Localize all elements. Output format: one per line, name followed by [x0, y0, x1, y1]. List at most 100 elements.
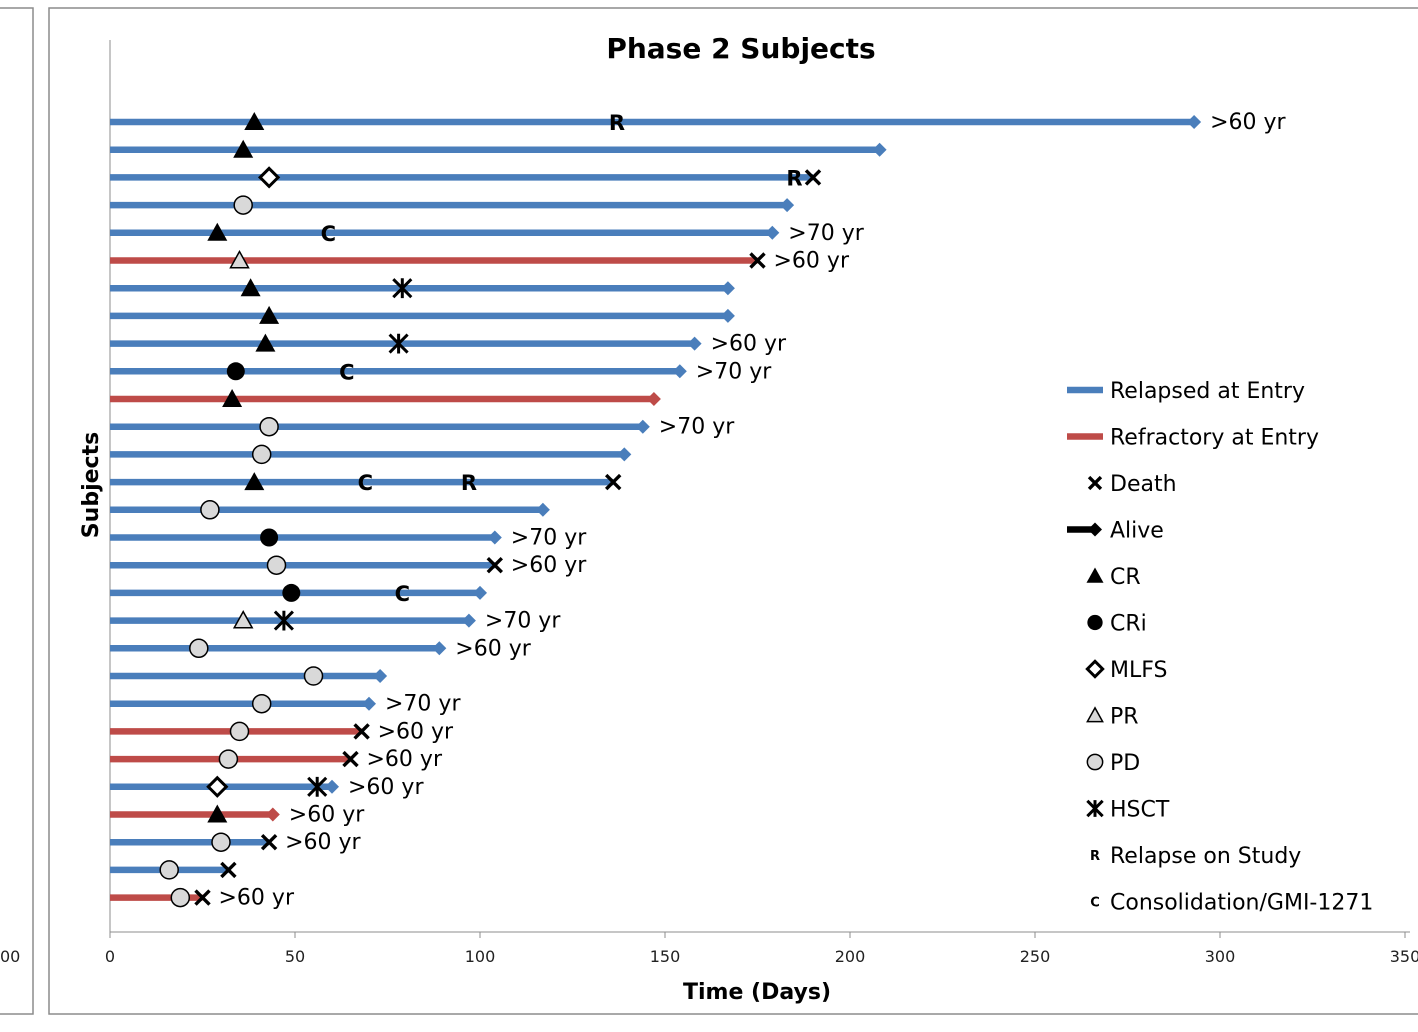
consolidation-letter: C: [321, 222, 336, 246]
alive-marker: [362, 696, 376, 711]
legend-item-refractory: Refractory at Entry: [1067, 426, 1319, 451]
y-axis-title: Subjects: [79, 432, 104, 538]
legend-label: Refractory at Entry: [1110, 426, 1319, 451]
alive-marker: [720, 281, 735, 296]
pd-marker: [259, 416, 279, 437]
alive-marker: [325, 779, 339, 794]
age-label: >60 yr: [774, 249, 850, 274]
legend: Relapsed at Entry Refractory at Entry Deat…: [1067, 379, 1373, 916]
death-marker: [1087, 475, 1103, 491]
x-tick-label: 150: [650, 947, 681, 966]
alive-marker: [473, 585, 487, 600]
legend-letter-symbol: C: [1090, 896, 1100, 911]
age-label: >70 yr: [788, 221, 864, 246]
alive-marker: [487, 530, 502, 545]
alive-marker: [646, 392, 661, 406]
legend-item-PD: PD: [1086, 751, 1140, 776]
cr-marker: [1086, 567, 1104, 583]
subject-lane: [110, 860, 237, 880]
cri-marker: [260, 528, 279, 547]
cr-marker: [207, 804, 228, 823]
legend-label: Alive: [1110, 519, 1164, 544]
death-marker: [194, 889, 211, 906]
alive-marker: [635, 419, 650, 434]
age-label: >60 yr: [711, 332, 787, 357]
pd-marker: [189, 638, 209, 659]
age-label: >70 yr: [485, 609, 561, 634]
subject-lane: >70 yr: [110, 609, 561, 634]
subject-lane: >60 yr: [110, 636, 532, 661]
pd-marker: [266, 555, 287, 575]
cr-marker: [244, 472, 265, 491]
legend-item-R: R Relapse on Study: [1090, 844, 1301, 869]
cr-marker: [259, 305, 280, 324]
subject-lane: >70 yr: [110, 526, 587, 551]
subject-lane: [110, 389, 661, 407]
age-label: >60 yr: [285, 830, 361, 855]
age-label: >60 yr: [378, 719, 454, 744]
cr-marker: [222, 389, 243, 407]
death-marker: [604, 473, 622, 491]
pd-marker: [303, 666, 324, 686]
cri-marker: [1087, 614, 1103, 631]
legend-item-death: Death: [1087, 472, 1177, 497]
alive-marker: [461, 613, 476, 628]
pd-marker: [211, 832, 231, 852]
death-marker: [804, 169, 822, 186]
subject-lane: >60 yr: [110, 775, 424, 800]
pd-marker: [1086, 753, 1104, 771]
age-label: >60 yr: [219, 886, 295, 911]
death-marker: [220, 861, 237, 879]
subject-lane: [110, 139, 887, 158]
legend-label: Death: [1110, 472, 1177, 497]
cri-marker: [282, 583, 301, 602]
subject-lane: [110, 278, 735, 299]
x-tick-label: 300: [1205, 947, 1236, 966]
hsct-marker: [392, 278, 413, 299]
subject-lane: C >70 yr: [110, 221, 865, 246]
age-label: >60 yr: [511, 553, 587, 578]
alive-marker: [1187, 115, 1202, 129]
age-label: >60 yr: [289, 803, 365, 828]
pr-marker: [1086, 706, 1104, 723]
alive-marker: [535, 502, 550, 517]
age-label: >60 yr: [1210, 110, 1286, 135]
subject-lane: >60 yr: [110, 830, 362, 855]
hsct-marker: [1086, 799, 1104, 818]
death-marker: [749, 252, 766, 269]
pd-marker: [159, 860, 179, 880]
alive-marker: [765, 225, 780, 240]
subject-lane: C >70 yr: [110, 359, 772, 384]
pd-marker: [251, 693, 272, 714]
subject-lane: >70 yr: [110, 692, 461, 717]
x-tick-label: 100: [465, 947, 496, 966]
death-marker: [260, 833, 278, 851]
alive-marker: [672, 364, 687, 379]
alive-marker: [780, 198, 795, 213]
subject-lane: [110, 195, 795, 215]
subject-lane: >60 yr: [110, 803, 365, 828]
pr-marker: [229, 249, 250, 269]
age-label: >60 yr: [455, 636, 531, 661]
x-tick-label: 50: [285, 947, 305, 966]
pd-marker: [233, 195, 253, 215]
subject-lane: >60 yr: [110, 719, 454, 744]
legend-label: PR: [1110, 705, 1139, 730]
subject-lane: [110, 500, 550, 520]
legend-label: HSCT: [1110, 798, 1170, 823]
chart-title: Phase 2 Subjects: [606, 32, 875, 65]
pd-marker: [229, 721, 250, 742]
consolidation-letter: C: [358, 471, 373, 495]
legend-item-HSCT: HSCT: [1086, 798, 1170, 823]
relapse-on-study-letter: R: [461, 471, 477, 495]
subject-lane: >60 yr: [110, 332, 787, 357]
legend-item-relapsed: Relapsed at Entry: [1067, 379, 1305, 404]
legend-alive-marker: [1088, 522, 1102, 537]
consolidation-letter: C: [395, 582, 410, 606]
left-panel-tick: 00: [0, 947, 20, 966]
legend-item-alive: Alive: [1067, 519, 1164, 544]
subject-lane: >70 yr: [110, 415, 735, 440]
subject-lane: >60 yr: [110, 249, 850, 274]
